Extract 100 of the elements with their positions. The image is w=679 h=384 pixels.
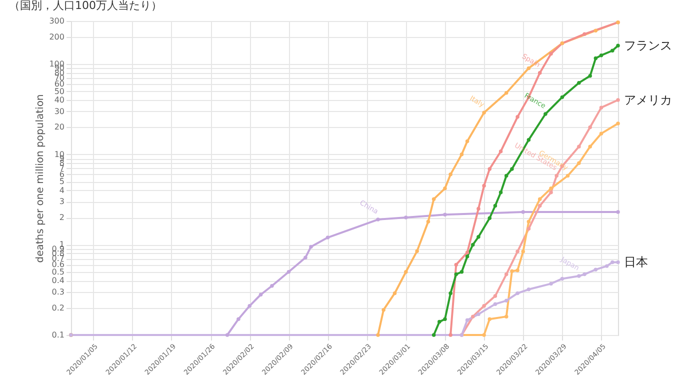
point [498, 150, 503, 154]
y-tick-label: 0.2 [52, 303, 64, 312]
point [448, 172, 452, 176]
point [498, 190, 503, 194]
point [476, 312, 480, 316]
point [443, 186, 447, 190]
point [604, 264, 609, 268]
point [538, 197, 542, 201]
point [616, 260, 620, 264]
y-tick-label: 50 [54, 86, 64, 96]
point [588, 144, 592, 148]
point [516, 268, 520, 272]
point [594, 28, 598, 32]
point [538, 204, 542, 208]
point [549, 186, 553, 190]
point [594, 56, 598, 60]
point [599, 106, 604, 110]
y-tick-label: 0.1 [52, 330, 64, 340]
y-tick-label: 0.4 [52, 276, 64, 286]
point [404, 270, 408, 274]
y-tick-label: 0.3 [52, 287, 64, 296]
point [488, 317, 492, 321]
annotation: 日本 [624, 255, 648, 270]
point [404, 216, 408, 220]
point [510, 167, 514, 171]
point [309, 244, 313, 249]
point [493, 302, 498, 306]
point [448, 291, 452, 296]
point [326, 236, 330, 240]
point [454, 262, 458, 267]
y-tick-label: 3 [59, 197, 64, 206]
point [471, 314, 475, 318]
point [560, 276, 564, 281]
point [460, 152, 464, 156]
point [465, 250, 470, 254]
point [510, 269, 514, 273]
point [526, 288, 531, 292]
y-tick-label: 30 [54, 106, 64, 116]
y-tick-label: 2 [59, 213, 64, 222]
point [516, 250, 520, 254]
point [258, 292, 263, 296]
point [616, 98, 620, 102]
point [376, 218, 380, 222]
point [504, 272, 508, 276]
point [549, 282, 553, 286]
point [225, 333, 230, 337]
point [610, 260, 614, 264]
point [549, 52, 553, 56]
point [392, 291, 397, 296]
point [465, 139, 470, 144]
annotation: フランス [624, 38, 672, 53]
point [610, 48, 614, 52]
point [443, 212, 447, 217]
point [504, 174, 508, 178]
point [566, 174, 570, 178]
point [577, 161, 581, 166]
point [516, 291, 520, 296]
point [538, 70, 542, 75]
point [516, 115, 520, 119]
point [465, 318, 470, 322]
point [616, 122, 620, 126]
y-axis-title: deaths per one million population [35, 94, 46, 263]
point [599, 132, 604, 136]
point [616, 44, 620, 48]
y-tick-label: 60 [54, 80, 64, 89]
point [577, 274, 581, 278]
point [588, 125, 592, 130]
point [248, 304, 252, 308]
point [582, 32, 586, 36]
point [236, 317, 240, 321]
point [270, 284, 274, 288]
point [460, 270, 464, 274]
y-tick-label: 20 [54, 122, 64, 132]
y-tick-label: 200 [49, 32, 64, 42]
y-tick-label: 300 [49, 16, 64, 26]
y-tick-label: 0.5 [52, 267, 64, 276]
point [482, 333, 486, 337]
point [304, 256, 308, 260]
point [560, 95, 564, 100]
point [432, 197, 436, 201]
point [544, 112, 548, 116]
point [465, 254, 470, 258]
point [488, 167, 492, 171]
point [286, 270, 291, 274]
point [376, 333, 380, 337]
point [616, 210, 620, 214]
y-tick-label: 40 [54, 96, 64, 105]
point [426, 220, 430, 224]
point [415, 249, 419, 253]
point [599, 53, 604, 58]
point [594, 268, 598, 272]
point [526, 220, 531, 224]
chart-title: （国別，人口100万人当たり） [9, 0, 162, 12]
point [554, 174, 558, 178]
point [493, 294, 498, 298]
point [504, 314, 508, 318]
point [577, 80, 581, 85]
point [438, 320, 442, 324]
point [504, 91, 508, 95]
point [432, 333, 436, 337]
